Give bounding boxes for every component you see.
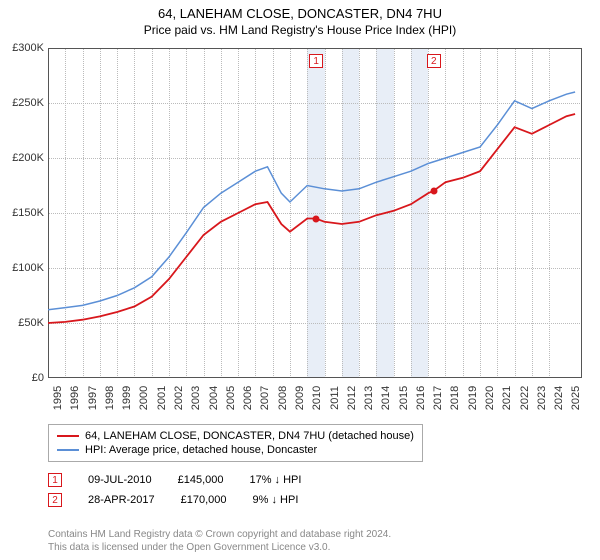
transaction-table: 1 09-JUL-2010 £145,000 17% ↓ HPI 2 28-AP… xyxy=(48,470,301,510)
legend-item-price: 64, LANEHAM CLOSE, DONCASTER, DN4 7HU (d… xyxy=(57,429,414,443)
transaction-date-2: 28-APR-2017 xyxy=(88,494,155,506)
x-axis-label: 2014 xyxy=(380,386,392,410)
transaction-delta-1: 17% ↓ HPI xyxy=(249,474,301,486)
x-axis-label: 2005 xyxy=(225,386,237,410)
transaction-row-1: 1 09-JUL-2010 £145,000 17% ↓ HPI xyxy=(48,470,301,490)
y-axis-label: £100K xyxy=(2,262,44,274)
transaction-marker-1: 1 xyxy=(48,473,62,487)
transaction-marker-2: 2 xyxy=(48,493,62,507)
transaction-date-1: 09-JUL-2010 xyxy=(88,474,152,486)
x-axis-label: 1998 xyxy=(104,386,116,410)
x-axis-label: 1997 xyxy=(87,386,99,410)
y-axis-label: £200K xyxy=(2,152,44,164)
x-axis-label: 2004 xyxy=(208,386,220,410)
chart-subtitle: Price paid vs. HM Land Registry's House … xyxy=(0,21,600,41)
x-axis-label: 2006 xyxy=(242,386,254,410)
legend-item-hpi: HPI: Average price, detached house, Donc… xyxy=(57,443,414,457)
x-axis-label: 1999 xyxy=(121,386,133,410)
x-axis-label: 2000 xyxy=(138,386,150,410)
legend-label-hpi: HPI: Average price, detached house, Donc… xyxy=(85,444,317,456)
x-axis-label: 2023 xyxy=(536,386,548,410)
x-axis-label: 2018 xyxy=(449,386,461,410)
x-axis-label: 2003 xyxy=(190,386,202,410)
y-axis-label: £50K xyxy=(2,317,44,329)
footnote: Contains HM Land Registry data © Crown c… xyxy=(48,529,391,554)
x-axis-label: 2002 xyxy=(173,386,185,410)
x-axis-label: 2007 xyxy=(259,386,271,410)
x-axis-label: 2001 xyxy=(156,386,168,410)
x-axis-label: 2024 xyxy=(553,386,565,410)
x-axis-label: 2020 xyxy=(484,386,496,410)
x-axis-label: 2025 xyxy=(570,386,582,410)
event-dot xyxy=(313,215,320,222)
x-axis-label: 2010 xyxy=(311,386,323,410)
y-axis-label: £150K xyxy=(2,207,44,219)
x-axis-label: 2011 xyxy=(329,386,341,410)
x-axis-label: 2008 xyxy=(277,386,289,410)
legend-label-price: 64, LANEHAM CLOSE, DONCASTER, DN4 7HU (d… xyxy=(85,430,414,442)
x-axis-label: 1995 xyxy=(52,386,64,410)
x-axis-label: 2013 xyxy=(363,386,375,410)
x-axis-label: 2021 xyxy=(501,386,513,410)
x-axis-label: 2009 xyxy=(294,386,306,410)
chart-container: 64, LANEHAM CLOSE, DONCASTER, DN4 7HU Pr… xyxy=(0,0,600,560)
event-marker-box: 2 xyxy=(427,54,441,68)
x-axis-label: 2022 xyxy=(519,386,531,410)
x-axis-label: 2012 xyxy=(346,386,358,410)
transaction-row-2: 2 28-APR-2017 £170,000 9% ↓ HPI xyxy=(48,490,301,510)
transaction-delta-2: 9% ↓ HPI xyxy=(253,494,299,506)
event-marker-box: 1 xyxy=(309,54,323,68)
x-axis-label: 2019 xyxy=(467,386,479,410)
y-axis-label: £0 xyxy=(2,372,44,384)
line-series xyxy=(48,48,582,378)
y-axis-label: £250K xyxy=(2,97,44,109)
x-axis-label: 2015 xyxy=(398,386,410,410)
x-axis-label: 2017 xyxy=(432,386,444,410)
chart-title: 64, LANEHAM CLOSE, DONCASTER, DN4 7HU xyxy=(0,0,600,21)
transaction-price-2: £170,000 xyxy=(181,494,227,506)
y-axis-label: £300K xyxy=(2,42,44,54)
event-dot xyxy=(430,188,437,195)
x-axis-label: 2016 xyxy=(415,386,427,410)
transaction-price-1: £145,000 xyxy=(178,474,224,486)
x-axis-label: 1996 xyxy=(69,386,81,410)
legend: 64, LANEHAM CLOSE, DONCASTER, DN4 7HU (d… xyxy=(48,424,423,462)
